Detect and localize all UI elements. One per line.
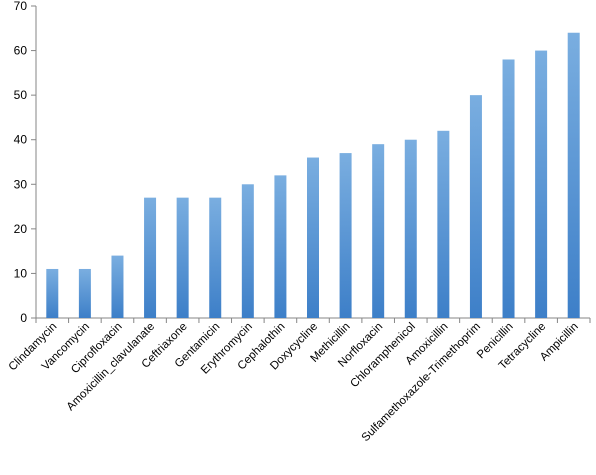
- y-tick-label: 70: [14, 0, 28, 13]
- bar-amoxicillin-clavulanate: [144, 197, 157, 318]
- y-tick-label: 0: [20, 311, 27, 325]
- category-label: Sulfamethoxazole-Trimethoprim: [360, 321, 483, 444]
- y-tick-label: 20: [14, 222, 28, 236]
- bar-penicillin: [502, 59, 515, 318]
- bar-vancomycin: [78, 268, 91, 318]
- bar-doxycycline: [307, 157, 319, 318]
- labels: 010203040506070ClindamycinVancomycinCipr…: [7, 0, 581, 444]
- y-tick-label: 60: [14, 44, 28, 58]
- bar-norfloxacin: [372, 144, 385, 318]
- bar-erythromycin: [241, 184, 254, 318]
- y-tick-label: 10: [14, 266, 28, 280]
- bar-clindamycin: [46, 268, 59, 318]
- bars: [46, 32, 580, 319]
- bar-ampicillin: [567, 32, 580, 318]
- y-tick-label: 40: [14, 133, 28, 147]
- axes: [31, 5, 591, 323]
- bar-ciprofloxacin: [111, 255, 124, 318]
- y-tick-label: 30: [14, 177, 28, 191]
- y-tick-label: 50: [14, 88, 28, 102]
- bar-ceftriaxone: [176, 197, 189, 318]
- bar-chloramphenicol: [404, 139, 417, 318]
- bar-cephalothin: [274, 175, 287, 318]
- bar-methicillin: [339, 153, 352, 318]
- bar-tetracycline: [535, 50, 548, 318]
- bar-sulfamethoxazole-trimethoprim: [469, 95, 482, 319]
- bar-gentamicin: [209, 197, 222, 318]
- bar-amoxicillin: [437, 130, 450, 318]
